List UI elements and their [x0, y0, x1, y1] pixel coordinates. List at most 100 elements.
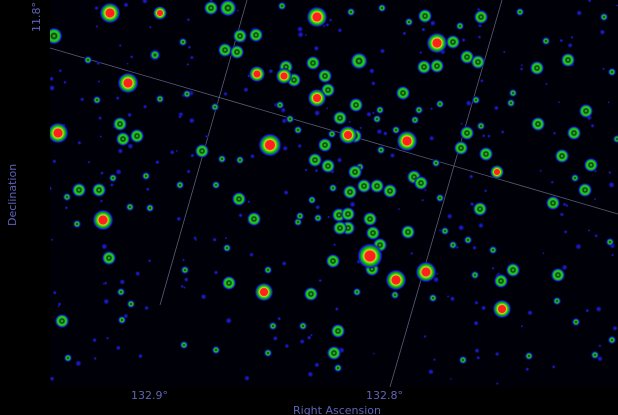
- dim-star: [410, 115, 420, 125]
- faint-star: [567, 42, 573, 49]
- medium-star: [453, 140, 469, 156]
- faint-star: [314, 204, 321, 211]
- faint-star: [51, 158, 57, 164]
- medium-star: [332, 220, 348, 236]
- faint-star: [95, 24, 99, 29]
- faint-star: [432, 358, 437, 362]
- dim-star: [92, 95, 102, 105]
- bright-star: [92, 209, 114, 231]
- faint-star: [349, 200, 356, 208]
- medium-star: [470, 54, 486, 70]
- faint-star: [307, 371, 314, 378]
- faint-star: [469, 201, 475, 207]
- faint-star: [602, 67, 606, 71]
- faint-star: [468, 174, 474, 180]
- faint-star: [561, 264, 568, 271]
- faint-star: [552, 131, 557, 136]
- faint-star: [336, 157, 343, 164]
- faint-star: [58, 68, 63, 73]
- faint-star: [304, 168, 308, 172]
- dim-star: [376, 145, 386, 155]
- bright-star: [50, 122, 69, 144]
- faint-star: [608, 170, 612, 175]
- faint-star: [519, 67, 524, 71]
- faint-star: [189, 55, 195, 60]
- dim-star: [307, 195, 317, 205]
- dim-star: [211, 345, 221, 355]
- medium-star: [400, 224, 416, 240]
- dim-star: [72, 219, 82, 229]
- faint-star: [557, 101, 561, 104]
- dim-star: [377, 3, 387, 13]
- faint-star: [559, 212, 565, 217]
- faint-star: [145, 187, 150, 192]
- dim-stars: [62, 1, 618, 373]
- bright-star: [415, 261, 437, 283]
- faint-star: [587, 0, 592, 3]
- faint-star: [607, 101, 610, 104]
- faint-star: [395, 147, 398, 151]
- dim-star: [612, 134, 618, 144]
- faint-star: [495, 382, 499, 386]
- dim-star: [268, 321, 278, 331]
- faint-star: [376, 128, 383, 135]
- medium-star: [217, 42, 233, 58]
- sky-image[interactable]: [50, 0, 618, 387]
- faint-star: [99, 135, 103, 138]
- dim-star: [63, 353, 73, 363]
- faint-star: [105, 336, 110, 340]
- dim-star: [327, 129, 337, 139]
- dim-star: [372, 114, 382, 124]
- faint-star: [147, 258, 152, 263]
- dim-star: [515, 7, 525, 17]
- medium-star: [232, 28, 248, 44]
- faint-star: [247, 200, 251, 204]
- faint-star: [77, 140, 82, 146]
- faint-star: [148, 25, 152, 29]
- faint-star: [325, 106, 329, 110]
- medium-star: [129, 128, 145, 144]
- bright-star: [396, 130, 418, 152]
- bright-star: [426, 32, 448, 54]
- faint-star: [50, 186, 53, 191]
- dim-star: [126, 299, 136, 309]
- dim-star: [263, 348, 273, 358]
- faint-star: [473, 320, 480, 327]
- faint-star: [248, 252, 255, 258]
- faint-star: [359, 126, 363, 130]
- dim-star: [607, 335, 617, 345]
- medium-star: [413, 175, 429, 191]
- faint-star: [283, 189, 289, 196]
- faint-star: [212, 237, 218, 243]
- faint-star: [593, 197, 597, 201]
- medium-star: [530, 116, 546, 132]
- dim-star: [508, 88, 518, 98]
- faint-star: [310, 333, 313, 337]
- medium-star: [325, 253, 341, 269]
- bright-star: [492, 299, 512, 319]
- faint-star: [272, 335, 279, 342]
- dim-star: [476, 121, 486, 131]
- faint-star: [449, 295, 456, 302]
- dim-star: [455, 21, 465, 31]
- dim-star: [506, 98, 516, 108]
- medium-star: [529, 60, 545, 76]
- dim-star: [333, 363, 343, 373]
- bright-star: [385, 269, 407, 291]
- faint-star: [144, 305, 150, 311]
- faint-star: [430, 107, 434, 111]
- medium-star: [203, 0, 219, 16]
- medium-star: [332, 110, 348, 126]
- medium-star: [101, 250, 117, 266]
- faint-star: [477, 35, 482, 40]
- faint-star: [328, 18, 333, 22]
- faint-star: [419, 50, 423, 55]
- dim-star: [488, 245, 498, 255]
- medium-stars: [50, 0, 599, 361]
- medium-star: [317, 137, 333, 153]
- faint-star: [284, 343, 290, 349]
- faint-star: [428, 135, 435, 142]
- faint-star: [296, 25, 304, 33]
- faint-star: [175, 149, 179, 153]
- y-tick-label: 11.8°: [30, 2, 43, 32]
